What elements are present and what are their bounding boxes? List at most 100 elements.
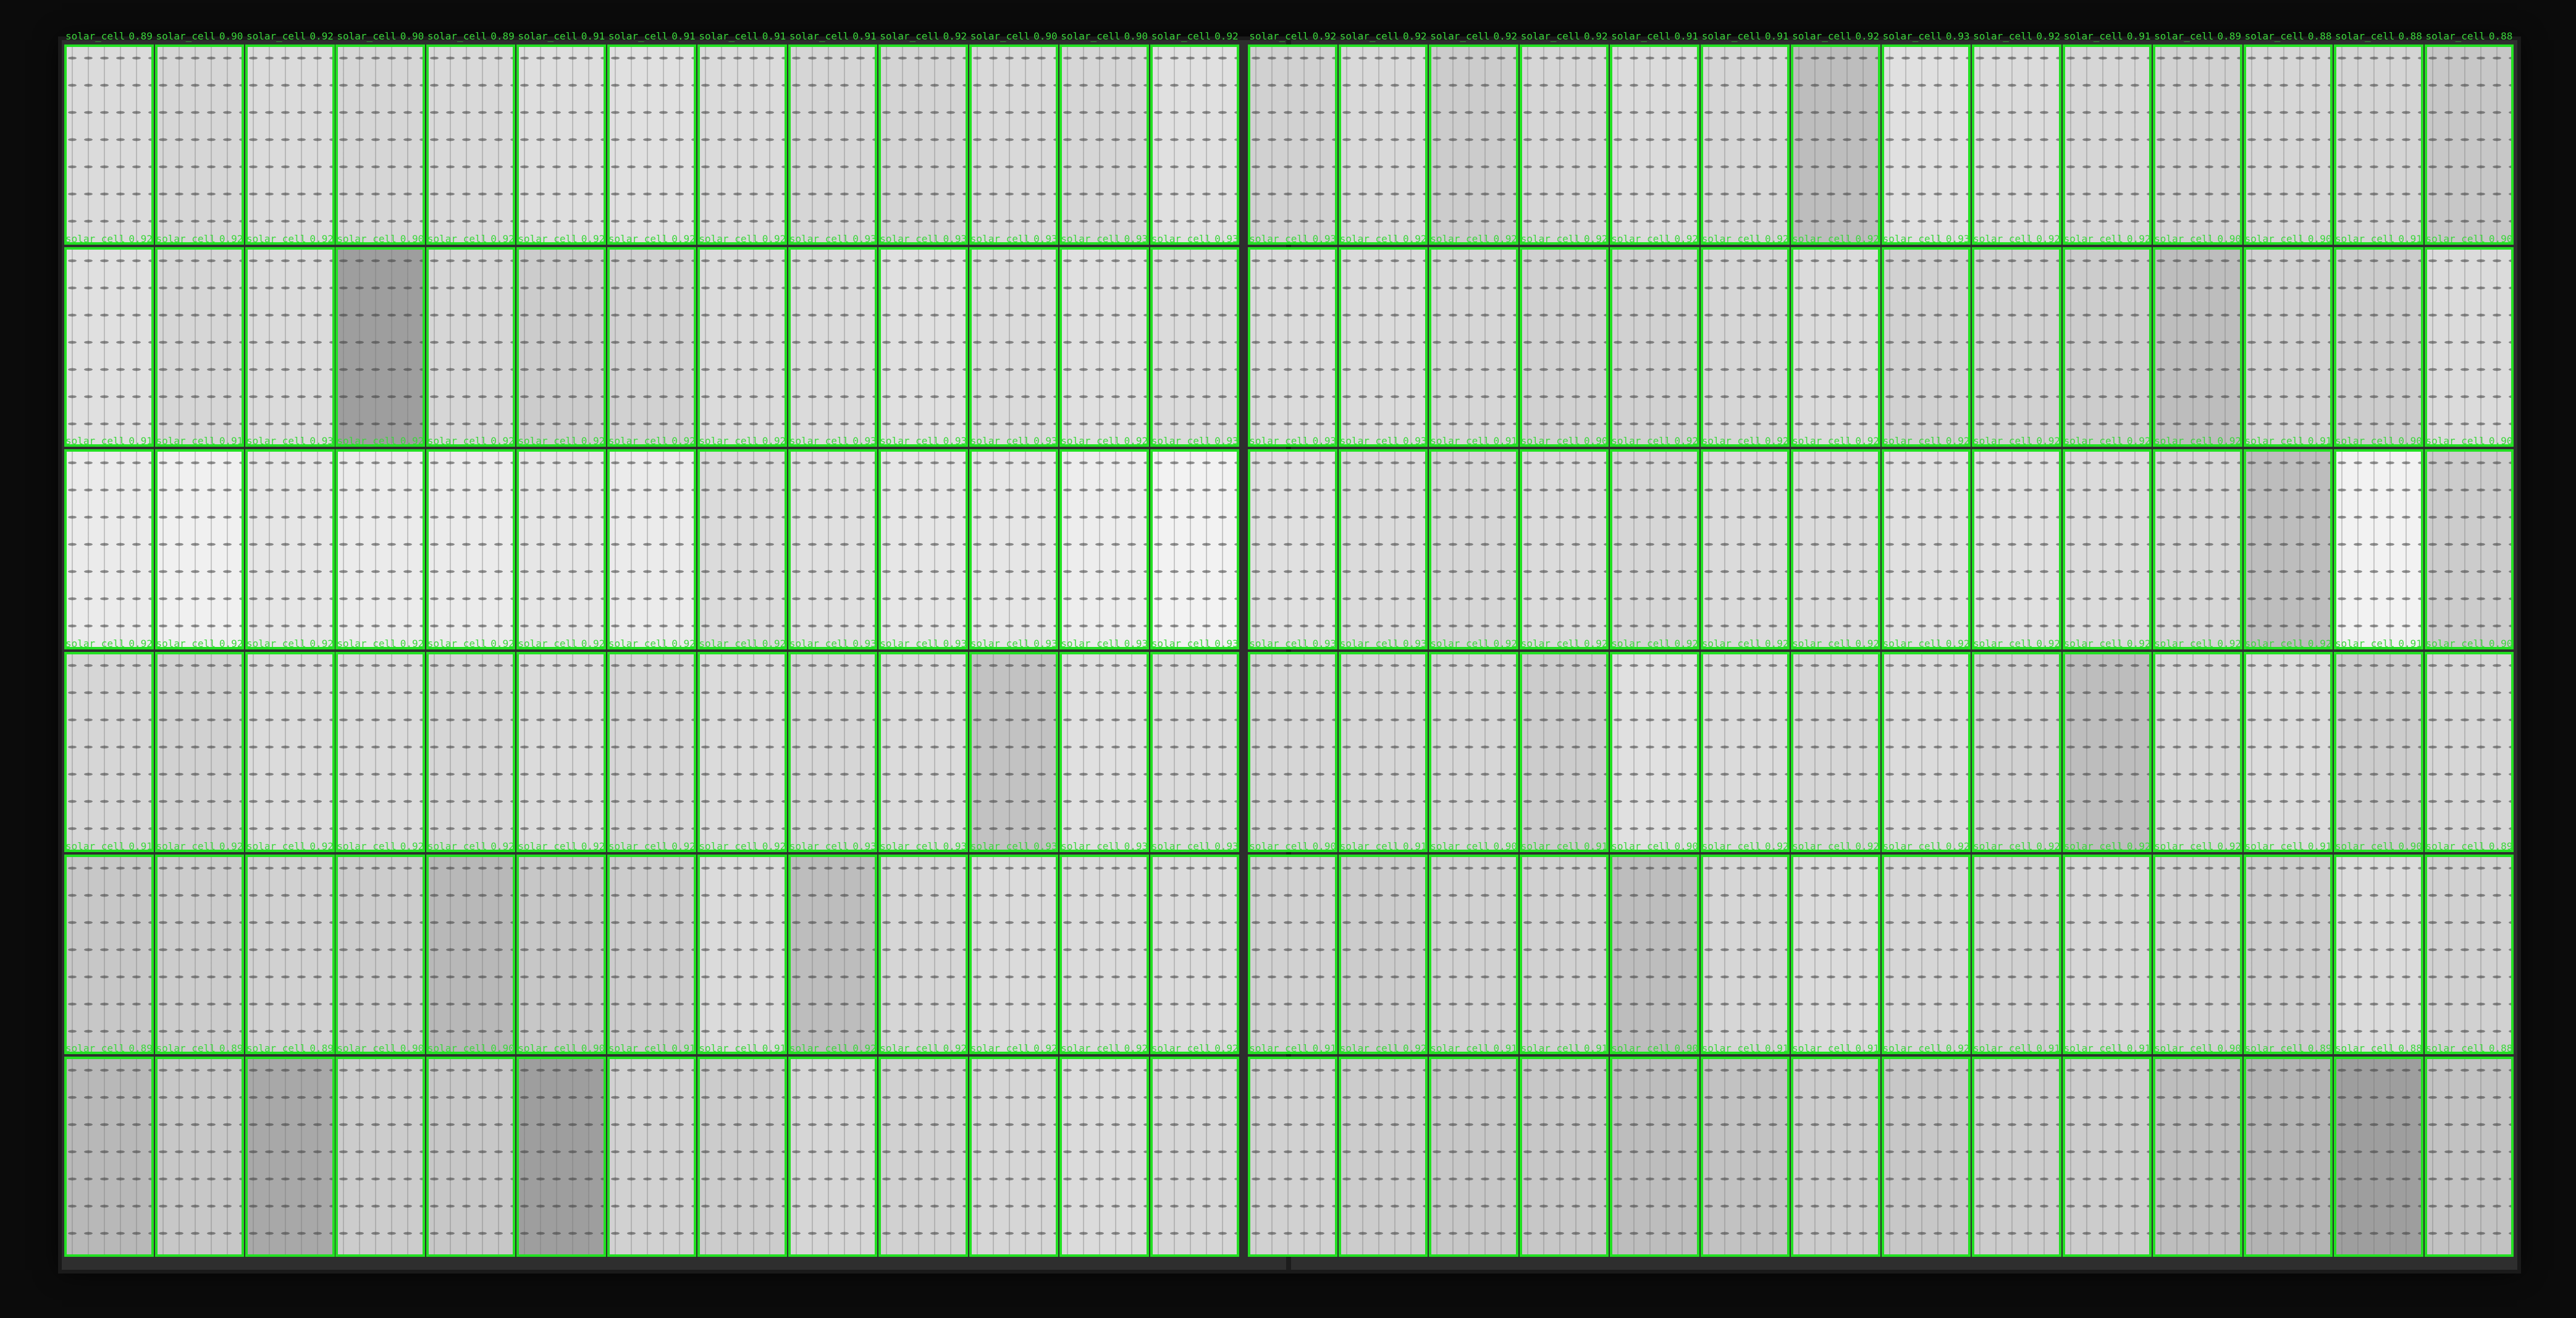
solar-cell-image (1972, 449, 2061, 649)
detection-score: 0.92 (1855, 840, 1879, 852)
bounding-box (969, 1057, 1059, 1257)
solar-cell-detection: solar_cell 0.92 (788, 1043, 878, 1257)
detection-label: solar_cell 0.90 (1430, 840, 1517, 852)
detection-score: 0.91 (1674, 30, 1699, 42)
bounding-box (1881, 247, 1971, 447)
detection-class: solar_cell (1249, 435, 1309, 447)
detection-label: solar_cell 0.90 (2335, 436, 2422, 447)
detection-label: solar_cell 0.91 (65, 840, 153, 852)
solar-cell-detection: solar_cell 0.92 (2062, 840, 2152, 1055)
detection-score: 0.91 (1312, 1042, 1337, 1055)
detection-label: solar_cell 0.91 (1973, 1043, 2060, 1054)
detection-score: 0.91 (219, 435, 243, 447)
solar-cell-detection: solar_cell 0.90 (335, 233, 425, 447)
solar-cell-detection: solar_cell 0.92 (245, 233, 335, 447)
detection-class: solar_cell (518, 30, 578, 42)
solar-cell-detection: solar_cell 0.92 (154, 233, 244, 447)
solar-cell-detection: solar_cell 0.92 (607, 233, 697, 447)
detection-label: solar_cell 0.88 (2335, 1043, 2422, 1054)
detection-score: 0.92 (943, 1042, 967, 1055)
detection-label: solar_cell 0.92 (65, 638, 153, 649)
detection-class: solar_cell (2063, 435, 2123, 447)
detection-class: solar_cell (246, 232, 306, 245)
solar-cell-detection: solar_cell 0.91 (1248, 1043, 1337, 1257)
solar-cell-image (1610, 854, 1699, 1055)
bounding-box (426, 652, 516, 852)
detection-label: solar_cell 0.92 (1792, 840, 1879, 852)
detection-label: solar_cell 0.92 (337, 840, 424, 852)
bounding-box (697, 1057, 787, 1257)
detection-class: solar_cell (1973, 638, 2033, 649)
solar-cell-image (1881, 1057, 1971, 1257)
detection-class: solar_cell (1430, 840, 1490, 852)
detection-label: solar_cell 0.93 (789, 436, 877, 447)
bounding-box (607, 1057, 697, 1257)
bounding-box (1150, 1057, 1240, 1257)
detection-class: solar_cell (246, 638, 306, 649)
detection-class: solar_cell (2154, 232, 2214, 245)
detection-score: 0.89 (2307, 1042, 2332, 1055)
detection-label: solar_cell 0.92 (2245, 638, 2332, 649)
detection-score: 0.90 (2398, 435, 2422, 447)
detection-class: solar_cell (1792, 638, 1852, 649)
detection-label: solar_cell 0.92 (2064, 840, 2151, 852)
detection-label: solar_cell 0.92 (156, 638, 243, 649)
detection-score: 0.88 (2398, 1042, 2422, 1055)
bounding-box (2424, 44, 2514, 245)
detection-label: solar_cell 0.93 (1249, 436, 1336, 447)
detection-class: solar_cell (789, 435, 849, 447)
detection-score: 0.92 (219, 840, 243, 852)
detection-score: 0.90 (400, 30, 424, 42)
detection-label: solar_cell 0.91 (608, 31, 696, 42)
detection-class: solar_cell (1792, 232, 1852, 245)
detection-label: solar_cell 0.92 (608, 233, 696, 245)
detection-class: solar_cell (427, 30, 487, 42)
detection-class: solar_cell (1882, 232, 1942, 245)
detection-score: 0.92 (1403, 1042, 1427, 1055)
detection-label: solar_cell 0.91 (1430, 1043, 1517, 1054)
detection-score: 0.91 (1403, 840, 1427, 852)
solar-cell-detection: solar_cell 0.93 (1881, 233, 1971, 447)
solar-cell-detection: solar_cell 0.92 (1519, 31, 1609, 245)
solar-cell-image (1429, 247, 1518, 447)
detection-score: 0.92 (1945, 638, 1970, 649)
detection-class: solar_cell (2154, 638, 2214, 649)
solar-cell-detection: solar_cell 0.92 (1150, 1043, 1240, 1257)
detection-class: solar_cell (518, 840, 578, 852)
solar-cell-detection: solar_cell 0.91 (64, 436, 154, 649)
detection-label: solar_cell 0.91 (1702, 31, 1789, 42)
solar-cell-image (1791, 44, 1880, 245)
solar-cell-detection: solar_cell 0.92 (878, 1043, 968, 1257)
detection-label: solar_cell 0.91 (156, 436, 243, 447)
detection-score: 0.89 (219, 1042, 243, 1055)
solar-cell-image (697, 449, 787, 649)
detection-class: solar_cell (1792, 30, 1852, 42)
detection-class: solar_cell (1973, 232, 2033, 245)
detection-class: solar_cell (1520, 435, 1581, 447)
bounding-box (154, 1057, 244, 1257)
solar-cell-image (788, 652, 878, 852)
bounding-box (516, 652, 606, 852)
bounding-box (64, 449, 154, 649)
solar-cell-detection: solar_cell 0.92 (1881, 1043, 1971, 1257)
detection-class: solar_cell (1061, 840, 1121, 852)
detection-score: 0.93 (852, 232, 877, 245)
detection-label: solar_cell 0.89 (156, 1043, 243, 1054)
solar-cell-detection: solar_cell 0.92 (335, 436, 425, 649)
detection-score: 0.93 (1033, 435, 1058, 447)
bounding-box (245, 1057, 335, 1257)
bounding-box (1881, 44, 1971, 245)
detection-class: solar_cell (1792, 435, 1852, 447)
solar-cell-detection: solar_cell 0.93 (1150, 233, 1240, 447)
solar-cell-image (2153, 449, 2242, 649)
detection-class: solar_cell (518, 1042, 578, 1055)
detection-score: 0.92 (762, 435, 786, 447)
detection-score: 0.92 (1124, 435, 1148, 447)
detection-score: 0.90 (2398, 840, 2422, 852)
solar-cell-image (426, 1057, 516, 1257)
solar-cell-image (2243, 44, 2333, 245)
detection-score: 0.92 (1855, 638, 1879, 649)
detection-class: solar_cell (608, 1042, 668, 1055)
solar-cell-image (2153, 1057, 2242, 1257)
detection-label: solar_cell 0.92 (608, 436, 696, 447)
